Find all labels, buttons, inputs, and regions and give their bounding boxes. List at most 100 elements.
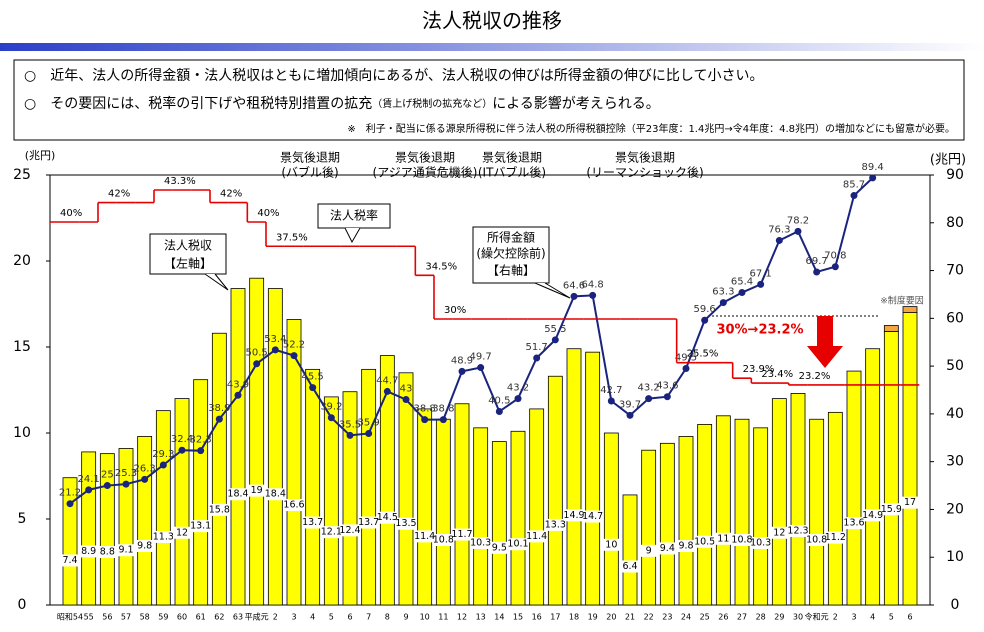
y-tick-label: 25	[13, 167, 31, 183]
tax-rate-label: 30%	[444, 305, 466, 316]
income-line	[69, 177, 874, 505]
rate-drop-label: 30%→23.2%	[716, 323, 803, 338]
bar-label-bg	[714, 532, 733, 545]
income-point	[197, 447, 205, 455]
bar-label: 10.5	[694, 536, 715, 547]
income-label: 43.9	[227, 379, 249, 390]
x-tick-label: 12	[457, 613, 467, 622]
bar-label-bg	[453, 528, 471, 541]
x-tick-label: 5	[889, 613, 894, 622]
bar	[267, 288, 283, 606]
income-label: 45.5	[302, 372, 324, 383]
bar-label-bg	[98, 546, 117, 559]
income-point	[850, 192, 858, 200]
bar	[715, 415, 731, 606]
x-tick-label: 6	[347, 613, 352, 622]
bar-label-bg	[565, 509, 583, 522]
x-tick-label: 63	[233, 613, 243, 622]
x-tick-label: 8	[385, 613, 390, 622]
x-tick-label: 55	[84, 613, 94, 622]
note-bullet: ○ その要因には、税率の引下げや租税特別措置の拡充（賃上げ税制の拡充など）による…	[24, 95, 660, 112]
tax-rate-label: 42%	[220, 189, 242, 200]
x-tick-label: 5	[329, 613, 334, 622]
income-label: 51.7	[526, 342, 548, 353]
bar	[323, 396, 339, 606]
plot-frame	[49, 174, 931, 606]
recession-title: 景気後退期	[615, 150, 675, 165]
bar-label: 13.7	[358, 517, 379, 528]
bar-label: 9.1	[118, 545, 133, 556]
x-tick-label: 4	[870, 613, 875, 622]
bar-label-bg	[341, 524, 359, 537]
bar-label-bg	[826, 531, 845, 544]
bar	[398, 372, 414, 606]
bar	[529, 408, 545, 606]
callout-box	[317, 203, 391, 229]
income-label: 53.4	[264, 334, 286, 345]
bar-label: 13.7	[302, 517, 323, 528]
bar-label-bg	[266, 488, 285, 501]
bar-label: 12	[176, 527, 188, 538]
bar-label: 11.2	[825, 532, 846, 543]
income-point	[813, 268, 821, 276]
x-tick-label: 23	[662, 613, 672, 622]
bar-label-bg	[546, 518, 565, 531]
income-label: 32.4	[171, 434, 193, 445]
income-label: 32.3	[190, 435, 212, 446]
income-point	[159, 461, 167, 469]
bar	[827, 411, 843, 606]
bar	[193, 379, 209, 606]
y2-tick-label: 40	[946, 406, 964, 422]
x-tick-label: 10	[420, 613, 430, 622]
bar-label-bg	[322, 526, 341, 539]
bar-label: 10.3	[750, 537, 771, 548]
income-label: 35.9	[358, 417, 380, 428]
bar	[566, 348, 582, 606]
x-tick-label: 令和元	[805, 612, 829, 622]
bar-label-bg	[173, 526, 191, 539]
bar-label: 14.9	[563, 510, 584, 521]
recession-title: 景気後退期	[395, 150, 455, 165]
x-tick-label: 60	[177, 613, 187, 622]
bar	[99, 453, 115, 606]
bar-label: 10.1	[507, 539, 528, 550]
income-label: 78.2	[787, 215, 809, 226]
x-tick-label: 昭和54	[57, 613, 83, 622]
tax-rate-label: 25.5%	[687, 349, 719, 360]
tax-rate-label: 43.3%	[164, 176, 196, 187]
income-point	[439, 416, 447, 424]
income-point	[514, 395, 522, 403]
bar-label-bg	[303, 516, 322, 529]
bar-label: 8.8	[100, 547, 115, 558]
tax-rate-label: 23.9%	[743, 364, 775, 375]
income-label: 35.5	[339, 419, 361, 430]
y-tick-label: 5	[18, 511, 27, 527]
bar-label-bg	[229, 488, 247, 501]
callout-pointer	[204, 273, 229, 291]
bar	[865, 348, 881, 606]
bar-label: 18.4	[227, 489, 248, 500]
bar-label-bg	[807, 533, 826, 546]
income-point	[626, 411, 634, 419]
x-tick-label: 27	[737, 613, 747, 622]
note-bullet: ○ 近年、法人の所得金額・法人税収はともに増加傾向にあるが、法人税収の伸びは所得…	[24, 67, 764, 84]
bar-label-bg	[415, 530, 434, 543]
income-label: 43.6	[656, 381, 678, 392]
callout-text: 法人税収	[164, 239, 212, 253]
x-tick-label: 2	[273, 613, 278, 622]
y2-tick-label: 20	[946, 501, 964, 517]
x-tick-label: 19	[588, 613, 598, 622]
income-point	[327, 414, 335, 422]
x-tick-label: 58	[140, 613, 150, 622]
bar-label: 9	[646, 545, 652, 556]
x-tick-label: 29	[774, 613, 784, 622]
x-tick-label: 61	[196, 613, 206, 622]
income-point	[365, 429, 373, 437]
income-label: 43.2	[507, 383, 529, 394]
y2-tick-label: 70	[946, 263, 964, 279]
bar-label: 16.6	[283, 500, 304, 511]
recession-sub: (バブル後)	[281, 165, 338, 180]
bar-label: 13.6	[843, 518, 864, 529]
income-point	[383, 387, 391, 395]
y2-tick-label: 60	[946, 310, 964, 326]
